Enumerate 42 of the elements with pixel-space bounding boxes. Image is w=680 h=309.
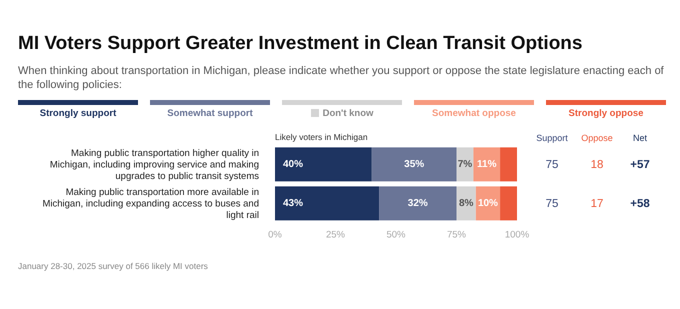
text: Net — [632, 133, 647, 143]
text: 18 — [590, 158, 604, 172]
bar — [500, 186, 517, 220]
bar — [456, 147, 474, 182]
text: Strongly support — [38, 108, 118, 119]
text: +58 — [629, 196, 651, 210]
text: 17 — [590, 196, 604, 210]
chart-title: MI Voters Support Greater Investment in Clean Transit Options — [18, 33, 582, 55]
x-tick-label: 100% — [504, 230, 530, 241]
bar — [456, 186, 476, 220]
chart-subtitle: When thinking about transportation in Michigan, please indicate whether you support or oppose the state legislature enacting each of the following policies: — [18, 64, 665, 92]
text: Oppose — [580, 132, 614, 145]
data-label: 8% — [458, 198, 474, 209]
data-label: 35% — [404, 158, 424, 170]
text: Likely voters in Michigan — [275, 132, 368, 142]
data-label: 40% — [283, 158, 304, 170]
text: Somewhat support — [166, 108, 254, 119]
data-label: 32% — [408, 198, 428, 209]
bar — [473, 147, 500, 182]
text: Somewhat oppose — [431, 108, 517, 119]
x-tick-label: 75% — [446, 230, 467, 241]
x-tick-label: 50% — [386, 230, 406, 241]
bar — [275, 147, 372, 182]
data-label: 43% — [283, 198, 304, 209]
y-tick-label: Making public transportation higher quality in Michigan, including improving service and making upgrades to public transit systems — [50, 148, 260, 182]
x-tick-label: 25% — [326, 230, 346, 241]
text: January 28-30, 2025 survey of 566 likely MI voters — [18, 261, 208, 271]
bar — [379, 186, 456, 220]
text: Strongly oppose — [568, 108, 644, 119]
text: +57 — [629, 158, 651, 172]
x-tick-label: 0% — [268, 230, 282, 241]
bar — [372, 147, 456, 182]
legend-label: Don't know — [322, 108, 374, 119]
bar — [500, 147, 517, 182]
data-label: 10% — [478, 198, 498, 209]
text: Support — [535, 132, 569, 145]
y-tick-label: Making public transportation more available in Michigan, including expanding access to buses and light rail — [42, 186, 259, 220]
data-label: 11% — [477, 158, 497, 170]
text: 75 — [544, 158, 560, 172]
bar — [275, 186, 380, 220]
data-label: 7% — [458, 158, 472, 170]
text: 75 — [544, 196, 560, 210]
